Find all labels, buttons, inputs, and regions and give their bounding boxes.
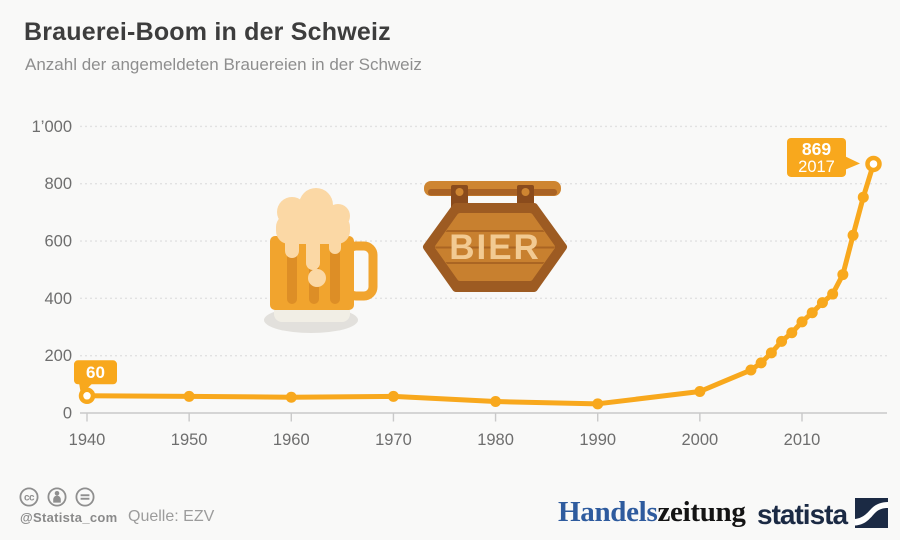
data-point [796, 316, 808, 328]
statista-logo-wordmark: statista [757, 499, 848, 530]
badge-tail [79, 382, 93, 395]
nd-equals-icon [75, 487, 95, 507]
statista-logo-icon [855, 498, 888, 528]
y-axis-tick-label: 200 [44, 347, 72, 365]
x-axis-tick-label: 1980 [477, 431, 514, 449]
x-axis-tick-label: 1970 [375, 431, 412, 449]
page-title: Brauerei-Boom in der Schweiz [24, 18, 391, 46]
x-axis-tick-label: 2000 [681, 431, 718, 449]
data-point [786, 327, 798, 339]
data-point [765, 347, 777, 359]
badge-value: 869 [802, 139, 831, 159]
value-badge: 60 [74, 360, 117, 395]
svg-text:cc: cc [24, 492, 35, 503]
cc-icon: cc [19, 487, 39, 507]
data-point [857, 191, 869, 203]
handelszeitung-logo-part2: zeitung [657, 496, 746, 528]
data-point [694, 386, 706, 398]
badge-bg [787, 137, 846, 177]
y-axis-tick-label: 1’000 [32, 118, 72, 136]
x-axis-tick-label: 1960 [273, 431, 310, 449]
x-axis-tick-label: 1940 [69, 431, 106, 449]
data-point [183, 390, 195, 402]
data-point [816, 297, 828, 309]
page-subtitle: Anzahl der angemeldeten Brauereien in de… [25, 55, 422, 74]
badge-bg [74, 360, 117, 385]
source-label: Quelle: EZV [128, 508, 215, 525]
data-point [745, 364, 757, 376]
badge-tail [844, 155, 860, 170]
bier-sign-label: BIER [449, 228, 541, 267]
data-point [806, 307, 818, 319]
badge-year: 2017 [798, 158, 835, 176]
handelszeitung-logo: Handelszeitung [558, 496, 746, 529]
beer-mug-icon [264, 188, 378, 333]
y-axis-tick-label: 0 [63, 405, 72, 423]
line-chart: 0 200 400 600 800 1’000 1940 1950 1960 1970 1980 19… [32, 118, 887, 449]
data-point [387, 390, 399, 402]
data-point [592, 398, 604, 410]
license-icons: cc [19, 487, 95, 507]
y-axis-tick-label: 800 [44, 175, 72, 193]
handelszeitung-logo-part1: Handels [558, 496, 658, 528]
data-point [285, 391, 297, 403]
data-point [847, 229, 859, 241]
y-axis-tick-label: 600 [44, 233, 72, 251]
data-point [755, 357, 767, 369]
attribution-icon [47, 487, 67, 507]
data-point [776, 335, 788, 347]
x-axis-tick-label: 1990 [579, 431, 616, 449]
statista-handle: @Statista_com [20, 510, 118, 525]
x-axis-tick-label: 2010 [784, 431, 821, 449]
x-axis-tick-label: 1950 [171, 431, 208, 449]
highlighted-data-point [865, 155, 882, 173]
data-point [837, 269, 849, 281]
bier-sign-icon: BIER [423, 181, 567, 292]
badge-value: 60 [86, 363, 105, 382]
decorative-graphics: BIER [264, 181, 567, 333]
highlighted-data-point [78, 387, 96, 405]
y-axis-tick-label: 400 [44, 290, 72, 308]
data-point [490, 396, 502, 408]
data-point [827, 288, 839, 300]
